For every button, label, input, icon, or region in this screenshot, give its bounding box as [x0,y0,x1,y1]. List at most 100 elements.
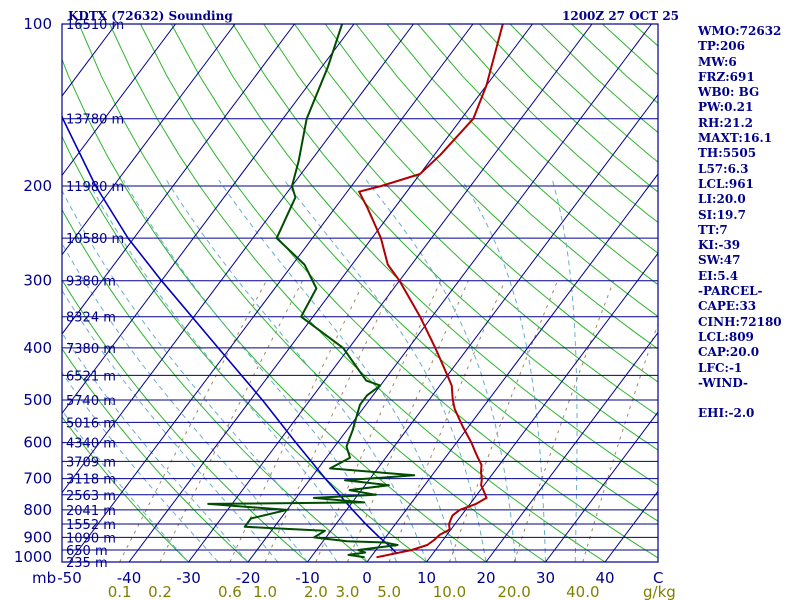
isotherms [62,24,658,562]
temperature-tick-label: -20 [236,569,261,587]
sounding-indices-panel: WMO:72632 TP:206 MW:6 FRZ:691 WB0: BG PW:0.21… [698,24,798,422]
plot-frame [61,23,659,563]
height-label: 8324 m [66,311,116,326]
pressure-tick-label: 300 [23,272,52,290]
height-label: 3709 m [66,455,116,470]
mixing-ratio-tick-label: 0.1 [108,583,132,600]
moist-adiabat [123,179,398,562]
mixing-ratio-unit-label: g/kg [643,583,676,600]
isotherm [62,24,295,335]
mixing-ratio-tick-label: 0.2 [148,583,172,600]
height-label: 16510 m [66,18,124,33]
mixing-ratio-lines [119,280,658,562]
index-item: CAP:20.0 [698,345,760,360]
plot-area [61,23,659,563]
mixing-ratio-line [315,280,442,562]
moist-adiabat [218,179,457,562]
index-item: CINH:72180 [698,314,782,329]
index-item: TH:5505 [698,146,757,161]
temperature-tick-label: -10 [295,569,320,587]
index-item: LCL:809 [698,329,754,344]
index-item: LI:20.0 [698,192,746,207]
pressure-unit-label: mb [32,569,56,587]
mixing-ratio-line [264,280,397,562]
mixing-ratio-line [159,280,303,562]
height-label: 11980 m [66,180,124,195]
height-label: 1552 m [66,518,116,533]
temperature-tick-label: -50 [57,569,82,587]
sounding-profiles [62,24,504,559]
isotherm [307,93,658,562]
index-item: WB0: BG [698,85,760,100]
mixing-ratio-line [448,280,558,562]
pressure-tick-label: 500 [23,391,52,409]
pressure-tick-label: 700 [23,470,52,488]
mixing-ratio-line [582,322,658,562]
isotherm [366,173,658,562]
mixing-ratio-tick-label: 3.0 [336,583,360,600]
height-label: 1090 m [66,531,116,546]
mixing-ratio-tick-label: 1.0 [253,583,277,600]
moist-adiabats [62,179,578,562]
index-item: -WIND- [698,375,748,390]
height-label: 5016 m [66,416,116,431]
isotherm [62,24,176,177]
pressure-tick-label: 100 [23,15,52,33]
pressure-labels: 100 200 300 400 500 600 700 800 900 1000 [14,15,52,566]
index-item: EHI:-2.0 [698,406,755,421]
height-label: 235 m [66,556,108,571]
moist-adiabat [165,179,427,562]
pressure-tick-label: 600 [23,434,52,452]
temperature-tick-label: 20 [476,569,495,587]
moist-adiabat [62,189,338,562]
moist-adiabat [461,179,546,562]
index-item: -PARCEL- [698,284,763,299]
index-item: TP:206 [698,39,746,54]
isotherm [485,331,658,562]
mixing-ratio-tick-label: 2.0 [304,583,328,600]
moist-adiabat [62,371,219,562]
pressure-tick-label: 900 [23,528,52,546]
index-item [698,391,798,406]
temperature-tick-label: -40 [117,569,142,587]
height-label: 3118 m [66,473,116,488]
parcel-trace [62,114,398,555]
isotherm [62,24,236,256]
mixing-ratio-line [229,280,366,562]
isotherm [128,24,533,562]
moist-adiabat [62,409,189,562]
dry-adiabat [170,24,658,522]
pressure-tick-label: 400 [23,339,52,357]
isotherm [188,24,593,562]
index-item: MAXT:16.1 [698,131,773,146]
index-item: LCL:961 [698,176,754,191]
moist-adiabat [365,179,517,562]
pressure-tick-label: 1000 [14,548,52,566]
mixing-ratio-tick-label: 0.6 [218,583,242,600]
temperature-labels: -50 -40 -30 -20 -10 0 10 20 30 40 [57,569,614,587]
index-item: TT:7 [698,222,728,237]
mixing-ratio-tick-label: 10.0 [433,583,466,600]
moist-adiabat [551,179,578,562]
index-item: LFC:-1 [698,360,743,375]
index-item: KI:-39 [698,238,741,253]
mixing-ratio-tick-label: 5.0 [377,583,401,600]
isotherm [545,411,658,562]
index-item: SW:47 [698,253,741,268]
chart-title: KDTX (72632) Sounding [68,9,233,23]
isotherm [69,24,474,562]
isotherm [247,24,652,562]
temperature-tick-label: -30 [176,569,201,587]
pressure-tick-label: 200 [23,177,52,195]
moist-adiabat [283,179,487,562]
index-item: EI:5.4 [698,268,739,283]
index-item: RH:21.2 [698,115,753,130]
dry-adiabat [201,24,658,486]
index-item: CAPE:33 [698,299,757,314]
height-label: 6521 m [66,369,116,384]
index-item: PW:0.21 [698,100,754,115]
height-labels: 16510 m 13780 m 11980 m 10580 m 9380 m 8324 m… [66,18,124,571]
temperature-unit-label: C [653,569,663,587]
temperature-trace [358,24,504,559]
